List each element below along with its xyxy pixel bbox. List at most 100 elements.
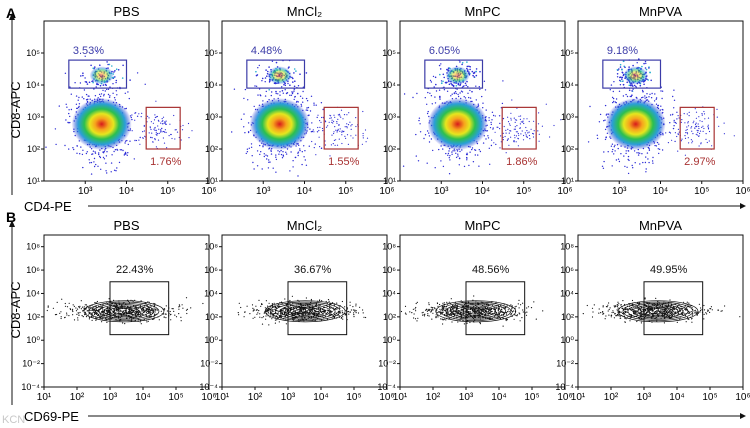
event-dot bbox=[612, 90, 614, 93]
event-dot bbox=[243, 97, 245, 100]
event-dot bbox=[513, 310, 515, 312]
event-dot bbox=[348, 112, 350, 114]
event-dot bbox=[627, 158, 629, 161]
event-dot bbox=[61, 298, 63, 300]
event-dot bbox=[671, 139, 673, 141]
event-dot bbox=[457, 155, 459, 157]
event-dot bbox=[102, 89, 104, 92]
event-dot bbox=[426, 310, 428, 312]
event-dot bbox=[525, 135, 528, 137]
event-dot bbox=[154, 116, 156, 119]
event-dot bbox=[687, 125, 690, 127]
panel-b-label: B bbox=[6, 209, 16, 225]
event-dot bbox=[681, 119, 683, 121]
event-dot bbox=[644, 60, 647, 63]
event-dot bbox=[432, 75, 435, 78]
event-dot bbox=[417, 317, 419, 319]
event-dot bbox=[85, 93, 88, 96]
event-dot bbox=[79, 311, 81, 314]
event-dot bbox=[332, 122, 334, 124]
event-dot bbox=[144, 83, 146, 86]
event-dot bbox=[686, 133, 689, 135]
event-dot bbox=[466, 152, 468, 154]
event-dot bbox=[329, 155, 331, 157]
event-dot bbox=[285, 153, 288, 155]
event-dot bbox=[87, 314, 89, 316]
event-dot bbox=[114, 70, 116, 72]
y-tick-label: 10² bbox=[383, 312, 396, 322]
event-dot bbox=[313, 104, 315, 106]
event-dot bbox=[520, 133, 522, 135]
event-dot bbox=[510, 117, 512, 119]
event-dot bbox=[69, 86, 71, 88]
event-dot bbox=[141, 112, 143, 114]
event-dot bbox=[446, 90, 449, 93]
event-dot bbox=[628, 84, 631, 87]
event-dot bbox=[299, 148, 301, 150]
event-dot bbox=[459, 61, 461, 63]
event-dot bbox=[340, 317, 342, 319]
event-dot bbox=[668, 131, 671, 133]
event-dot bbox=[106, 61, 108, 63]
event-dot bbox=[365, 141, 367, 143]
event-dot bbox=[180, 316, 182, 318]
event-dot bbox=[316, 131, 319, 133]
event-dot bbox=[491, 139, 493, 141]
event-dot bbox=[265, 318, 267, 320]
event-dot bbox=[275, 61, 278, 64]
event-dot bbox=[612, 148, 614, 151]
event-dot bbox=[315, 310, 318, 312]
event-dot bbox=[618, 160, 621, 163]
event-dot bbox=[338, 124, 340, 126]
event-dot bbox=[160, 122, 162, 124]
event-dot bbox=[449, 159, 451, 161]
event-dot bbox=[472, 161, 475, 163]
event-dot bbox=[164, 122, 166, 124]
event-dot bbox=[499, 147, 501, 149]
event-dot bbox=[148, 132, 150, 134]
cd4-gate bbox=[501, 106, 537, 150]
event-dot bbox=[337, 129, 339, 131]
event-dot bbox=[648, 67, 650, 69]
event-dot bbox=[64, 317, 66, 319]
event-dot bbox=[330, 144, 332, 146]
event-dot bbox=[127, 152, 129, 154]
event-dot bbox=[309, 110, 312, 112]
event-dot bbox=[240, 118, 243, 121]
event-dot bbox=[448, 157, 450, 159]
event-dot bbox=[532, 136, 535, 138]
event-dot bbox=[169, 123, 171, 125]
event-dot bbox=[178, 313, 180, 315]
event-dot bbox=[114, 99, 117, 101]
event-dot bbox=[427, 314, 429, 317]
event-dot bbox=[157, 139, 160, 141]
event-dot bbox=[258, 64, 260, 67]
event-dot bbox=[647, 79, 649, 81]
event-dot bbox=[81, 306, 84, 308]
panel-b-ylabel: CD8-APC bbox=[8, 281, 23, 338]
event-dot bbox=[127, 143, 129, 146]
event-dot bbox=[313, 131, 315, 133]
event-dot bbox=[150, 121, 152, 123]
event-dot bbox=[362, 312, 364, 314]
event-dot bbox=[438, 148, 440, 151]
event-dot bbox=[149, 126, 151, 128]
event-dot bbox=[522, 311, 524, 313]
event-dot bbox=[299, 149, 301, 152]
event-dot bbox=[528, 134, 531, 137]
event-dot bbox=[341, 130, 343, 132]
event-dot bbox=[352, 306, 354, 308]
event-dot bbox=[78, 314, 80, 316]
event-dot bbox=[353, 314, 355, 316]
event-dot bbox=[339, 128, 341, 130]
panel-a-x-arrowhead bbox=[740, 203, 746, 209]
event-dot bbox=[700, 142, 702, 144]
event-dot bbox=[287, 82, 289, 85]
event-dot bbox=[611, 96, 614, 99]
event-dot bbox=[642, 90, 644, 93]
event-dot bbox=[127, 312, 130, 314]
event-dot bbox=[427, 110, 429, 113]
event-dot bbox=[549, 136, 551, 138]
event-dot bbox=[329, 114, 331, 116]
